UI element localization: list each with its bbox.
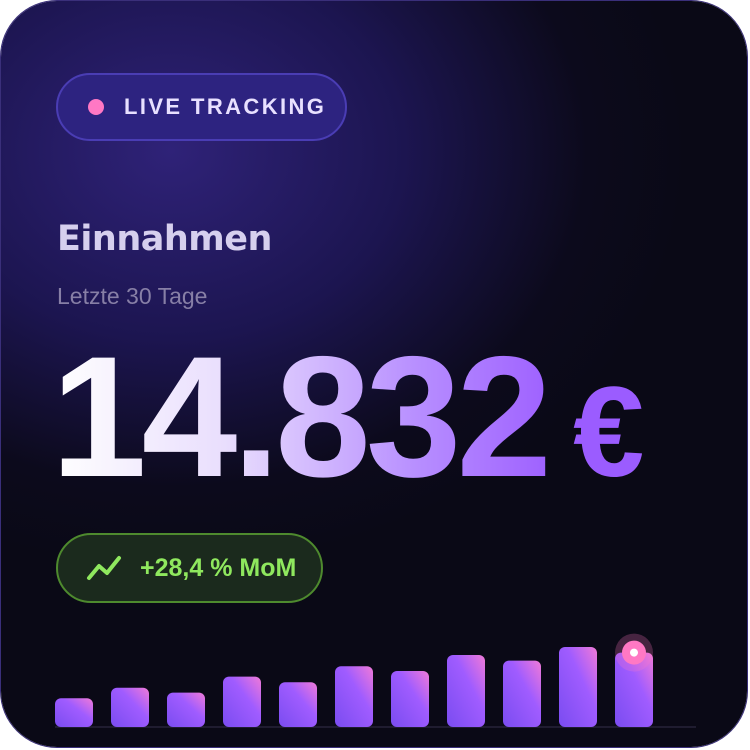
bar: [55, 698, 93, 727]
bar: [279, 682, 317, 727]
bar: [111, 687, 149, 727]
bar: [447, 655, 485, 727]
change-label: +28,4 % MoM: [140, 553, 297, 582]
amount-value: 14.832: [51, 321, 552, 513]
trending-up-icon: [87, 556, 121, 580]
card-subtitle: Letzte 30 Tage: [57, 283, 208, 309]
card-title: Einnahmen: [57, 219, 272, 259]
bar: [559, 647, 597, 727]
bar: [223, 676, 261, 727]
live-tracking-label: LIVE TRACKING: [124, 94, 327, 119]
change-badge: +28,4 % MoM: [56, 533, 323, 603]
live-dot-icon: [88, 99, 104, 115]
currency-symbol: €: [573, 361, 645, 504]
bar: [335, 666, 373, 727]
bar: [615, 652, 653, 727]
bar: [503, 660, 541, 727]
revenue-amount: 14.832 €: [51, 331, 644, 503]
bar: [167, 692, 205, 727]
live-tracking-badge: LIVE TRACKING: [56, 73, 347, 141]
bar: [391, 671, 429, 727]
marker-dot: [630, 648, 638, 657]
